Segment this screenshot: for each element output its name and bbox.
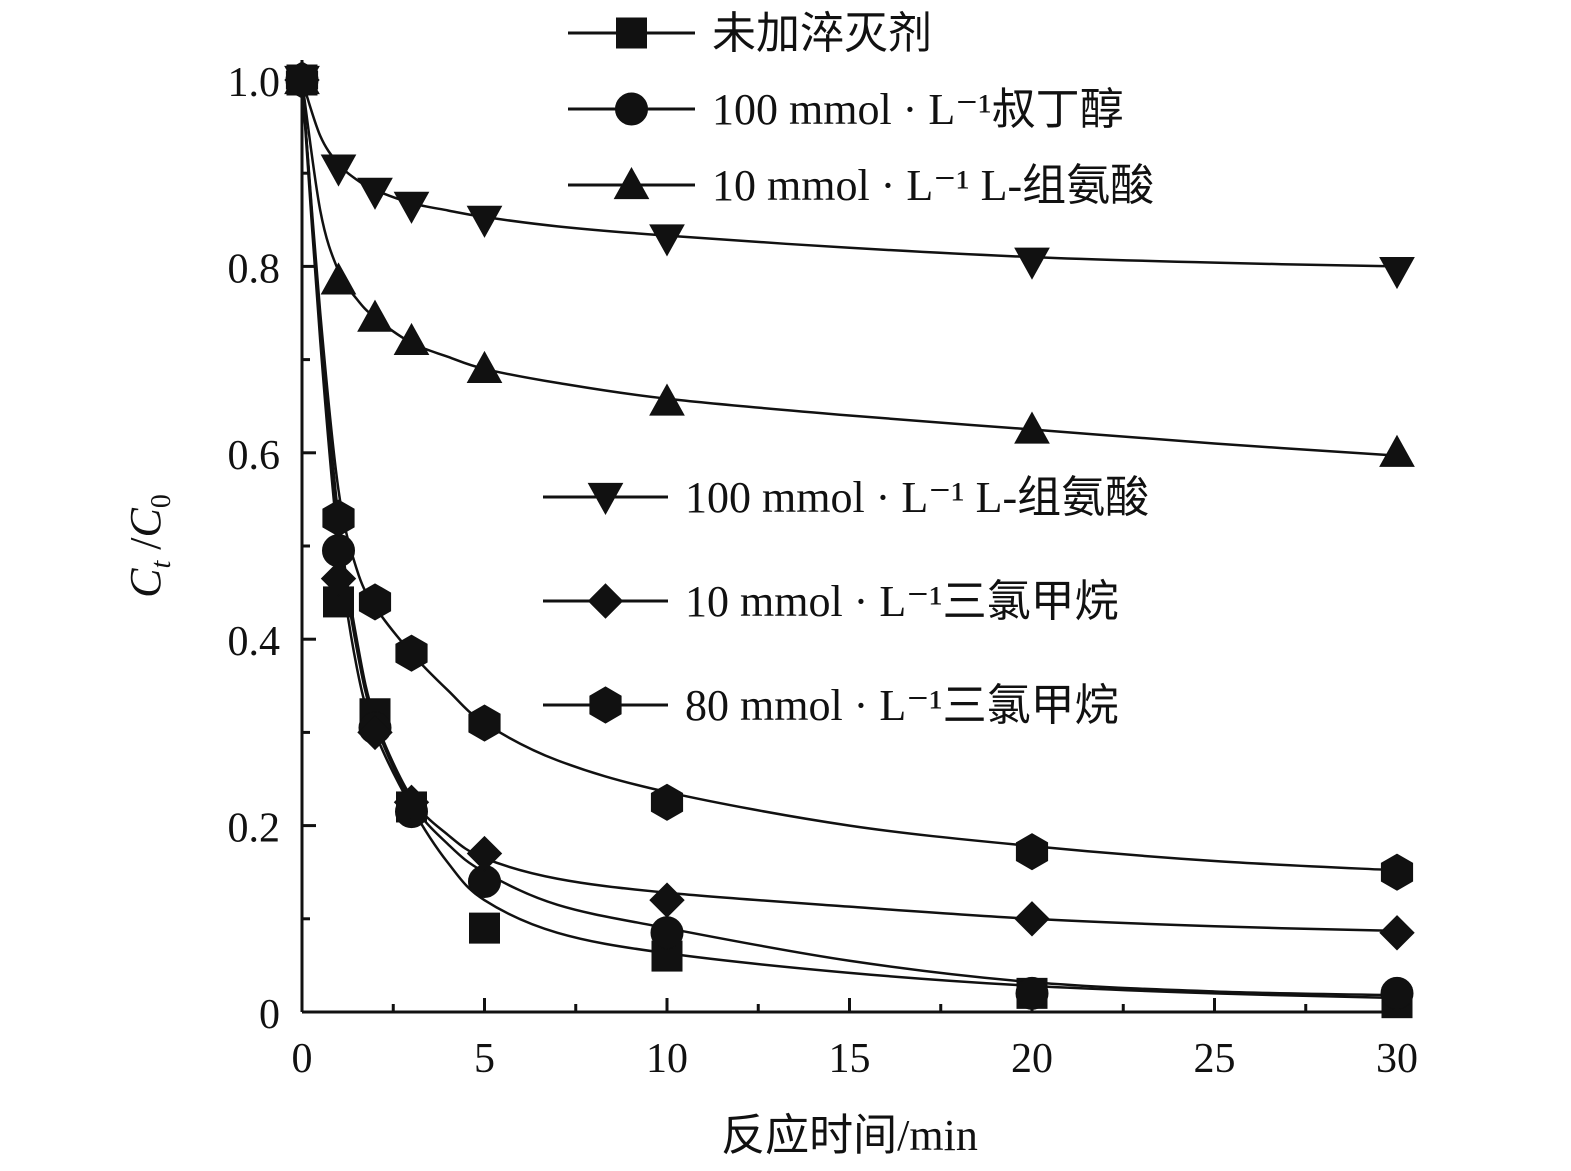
legend-upper-entry-marker [613, 166, 650, 200]
legend-upper-entry-marker [616, 17, 647, 49]
data-point-series-2 [466, 350, 503, 384]
data-point-series-2 [1014, 411, 1050, 444]
legends: 未加淬灭剂 100 mmol · L⁻¹叔丁醇 10 mmol · L⁻¹ L-组氨… [543, 9, 1154, 730]
data-point-series-3 [1379, 256, 1415, 290]
legend-upper-entry-label: 100 mmol · L⁻¹叔丁醇 [712, 85, 1124, 134]
data-point-series-5 [358, 583, 392, 621]
fit-curve-series-2 [300, 79, 1398, 457]
data-point-series-5 [468, 704, 501, 742]
data-point-series-1 [650, 916, 684, 950]
data-point-series-4 [466, 835, 503, 872]
data-point-series-4 [393, 784, 430, 821]
x-axis-title: 反应时间/min [721, 1111, 978, 1160]
data-point-series-5 [1015, 833, 1049, 871]
data-point-series-5 [322, 499, 355, 537]
legend-lower-entry-label: 80 mmol · L⁻¹三氯甲烷 [685, 681, 1119, 730]
fit-curve-series-1 [300, 79, 1398, 997]
y-axis-title: Ct /C0 [121, 494, 177, 598]
data-point-series-3 [649, 224, 685, 257]
y-tick-label: 1.0 [228, 60, 281, 106]
y-tick-label: 0.4 [228, 619, 281, 665]
data-point-series-0 [469, 912, 500, 944]
legend-upper-entry-marker [615, 92, 648, 126]
x-tick-label: 25 [1194, 1036, 1236, 1082]
y-tick-label: 0 [259, 992, 280, 1038]
data-point-series-3 [466, 205, 503, 238]
legend-upper-entry-label: 10 mmol · L⁻¹ L-组氨酸 [712, 161, 1154, 210]
data-point-series-3 [320, 154, 357, 187]
fit-curves [300, 79, 1398, 1000]
y-tick-label: 0.6 [228, 433, 281, 479]
legend-lower-entry-marker [589, 686, 622, 724]
data-point-series-4 [1379, 915, 1415, 951]
y-tick-label: 0.8 [228, 246, 281, 292]
legend-lower-entry-label: 100 mmol · L⁻¹ L-组氨酸 [685, 473, 1149, 522]
legend-lower-entry-marker [587, 482, 624, 516]
y-tick-label: 0.2 [228, 806, 281, 852]
data-point-series-2 [393, 322, 430, 356]
x-tick-label: 15 [829, 1036, 871, 1082]
data-point-series-3 [393, 191, 430, 224]
data-point-series-2 [320, 262, 357, 295]
axes: 0 5 10 15 20 25 30 0 0.2 0.4 0.6 0.8 1.0 反应时间/min Ct /… [121, 60, 1418, 1160]
data-point-series-4 [649, 882, 685, 918]
data-point-series-4 [1014, 901, 1050, 937]
data-point-series-2 [1379, 434, 1415, 467]
data-point-series-5 [650, 783, 684, 821]
data-point-series-4 [320, 560, 357, 597]
data-point-series-5 [395, 634, 428, 672]
data-point-series-5 [1380, 853, 1414, 891]
x-tick-label: 5 [474, 1036, 495, 1082]
legend-upper-entry-label: 未加淬灭剂 [712, 9, 932, 58]
data-point-series-4 [357, 714, 393, 751]
data-point-series-2 [357, 299, 393, 332]
x-tick-label: 10 [646, 1036, 688, 1082]
x-tick-label: 0 [292, 1036, 313, 1082]
x-tick-label: 20 [1011, 1036, 1053, 1082]
data-point-series-2 [649, 383, 685, 416]
data-point-series-3 [1014, 247, 1050, 280]
x-tick-label: 30 [1376, 1036, 1418, 1082]
legend-lower-entry-label: 10 mmol · L⁻¹三氯甲烷 [685, 577, 1119, 626]
data-point-series-3 [357, 177, 393, 210]
legend-lower-entry-marker [587, 583, 624, 619]
fit-curve-series-3 [300, 79, 1398, 268]
